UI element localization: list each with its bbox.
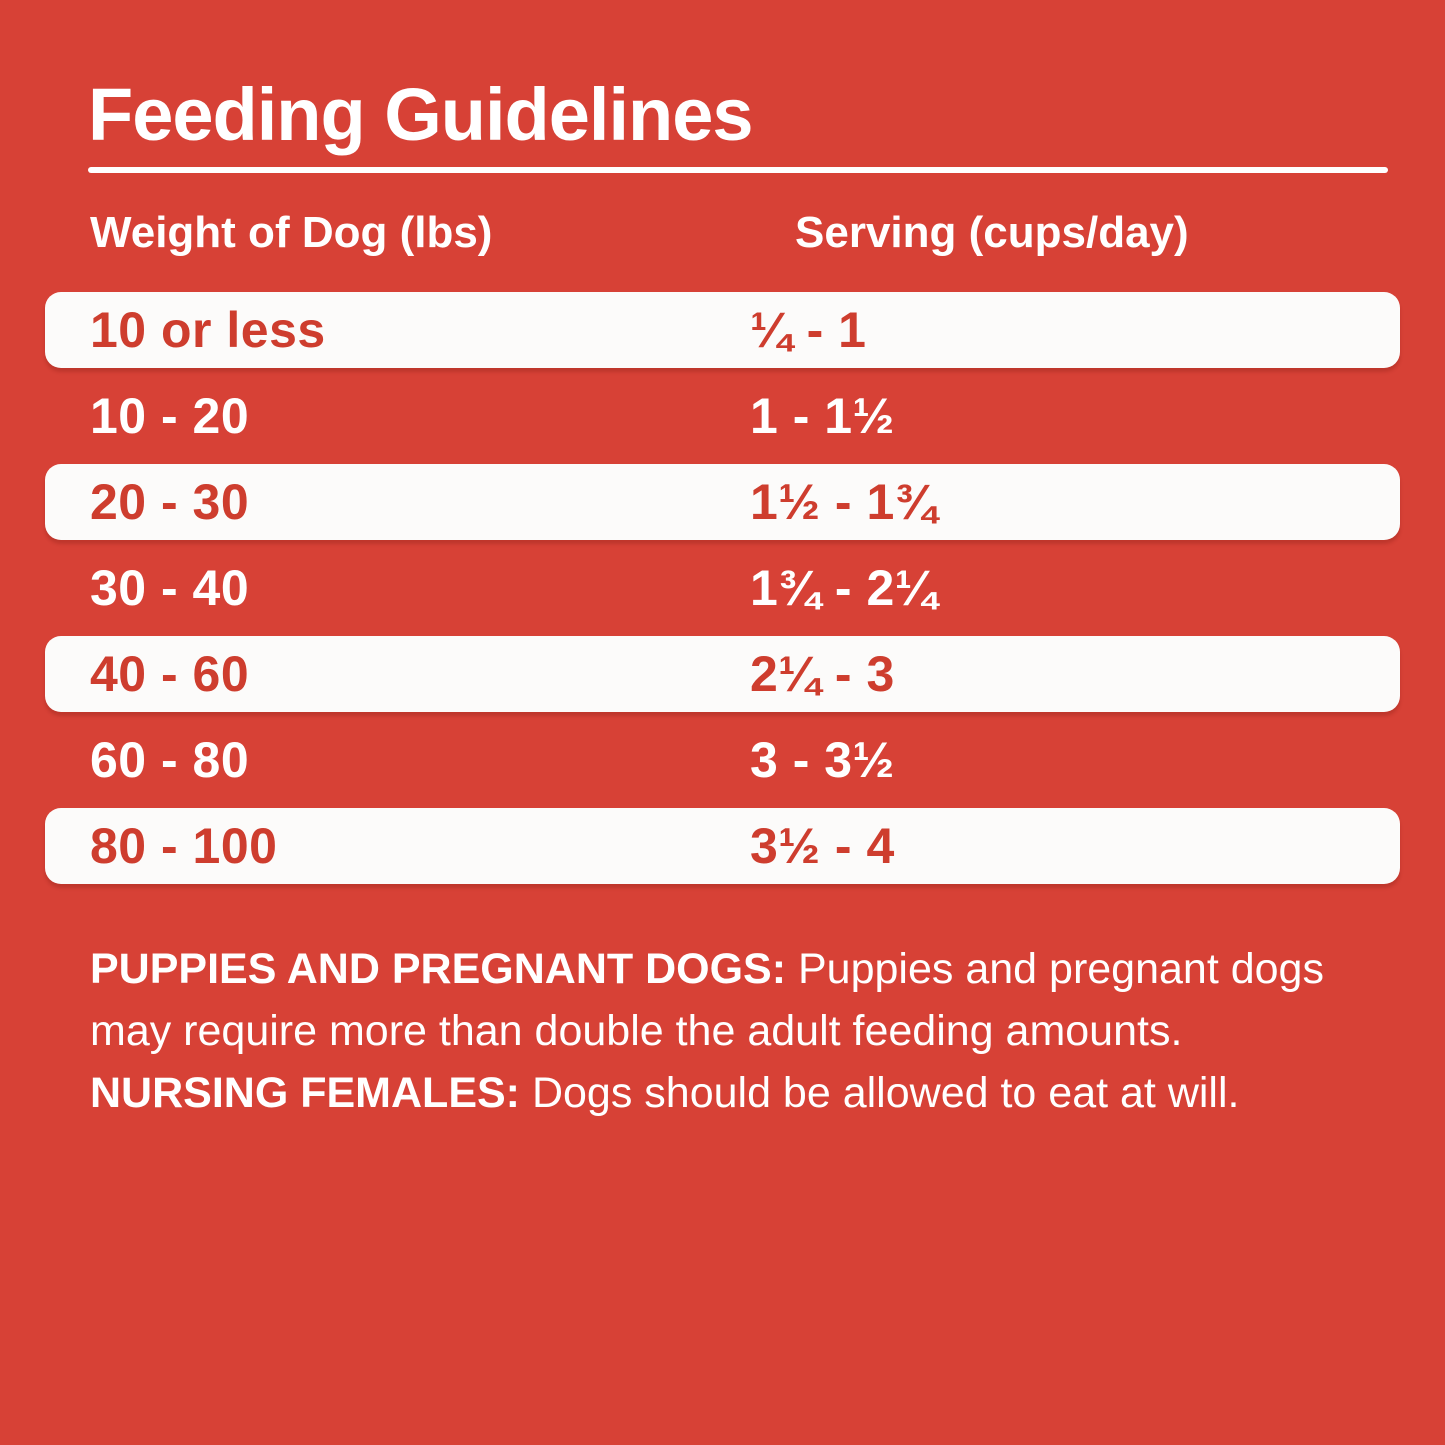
- weight-cell: 10 - 20: [90, 388, 250, 444]
- footnote-text: Dogs should be allowed to eat at will.: [520, 1069, 1240, 1117]
- weight-cell: 10 or less: [90, 302, 326, 358]
- serving-cell: 1½ - 1¾: [750, 474, 937, 530]
- serving-cell: 3 - 3½: [750, 732, 895, 788]
- serving-cell: 3½ - 4: [750, 818, 895, 874]
- weight-cell: 20 - 30: [90, 474, 250, 530]
- serving-cell: 2¼ - 3: [750, 646, 895, 702]
- page-title: Feeding Guidelines: [88, 73, 754, 156]
- table-row: 10 - 20 1 - 1½: [45, 378, 1400, 454]
- table-row: 40 - 60 2¼ - 3: [45, 636, 1400, 712]
- feeding-table-body: 10 or less ¼ - 1 10 - 20 1 - 1½ 20 - 30 1½ - …: [45, 292, 1400, 884]
- weight-cell: 40 - 60: [90, 646, 250, 702]
- table-row: 10 or less ¼ - 1: [45, 292, 1400, 368]
- serving-cell: ¼ - 1: [750, 302, 867, 358]
- table-row: 80 - 100 3½ - 4: [45, 808, 1400, 884]
- weight-cell: 60 - 80: [90, 732, 250, 788]
- column-header-serving: Serving (cups/day): [795, 208, 1189, 257]
- weight-cell: 80 - 100: [90, 818, 278, 874]
- footnote: PUPPIES AND PREGNANT DOGS: Puppies and p…: [90, 938, 1375, 1124]
- table-row: 60 - 80 3 - 3½: [45, 722, 1400, 798]
- table-header-row: Weight of Dog (lbs) Serving (cups/day): [45, 208, 1400, 258]
- serving-cell: 1¾ - 2¼: [750, 560, 937, 616]
- title-divider: [88, 167, 1388, 173]
- column-header-weight: Weight of Dog (lbs): [90, 208, 493, 257]
- table-row: 20 - 30 1½ - 1¾: [45, 464, 1400, 540]
- serving-cell: 1 - 1½: [750, 388, 895, 444]
- footnote-text: Puppies and pregnant dogs may require mo…: [90, 945, 1324, 1055]
- footnote-heading: NURSING FEMALES:: [90, 1069, 520, 1117]
- table-row: 30 - 40 1¾ - 2¼: [45, 550, 1400, 626]
- footnote-heading: PUPPIES AND PREGNANT DOGS:: [90, 945, 787, 993]
- weight-cell: 30 - 40: [90, 560, 250, 616]
